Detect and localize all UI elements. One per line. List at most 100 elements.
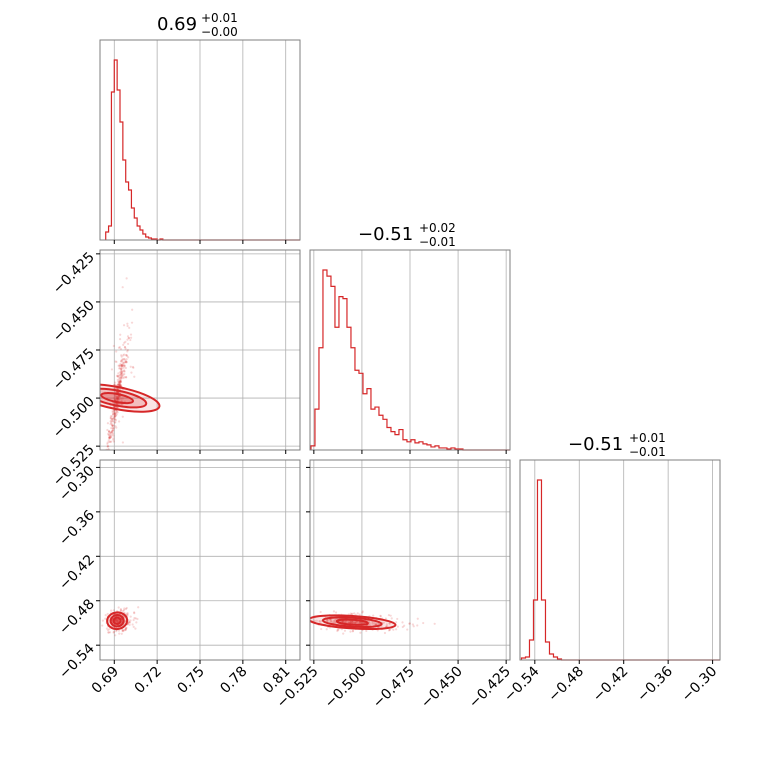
- sample-point: [121, 372, 124, 375]
- sample-point: [109, 416, 112, 420]
- sample-point: [344, 620, 348, 623]
- sample-point: [119, 372, 123, 375]
- sample-point: [403, 624, 406, 627]
- sample-point: [351, 621, 354, 624]
- sample-point: [128, 623, 131, 626]
- sample-point: [349, 621, 353, 624]
- sample-point: [111, 424, 114, 427]
- sample-point: [116, 397, 119, 400]
- x-tick-label: −0.475: [370, 664, 418, 712]
- sample-point: [356, 622, 359, 625]
- sample-point: [120, 365, 124, 368]
- sample-point: [128, 620, 131, 623]
- sample-point: [388, 628, 391, 631]
- title-0-minus: −0.00: [201, 25, 238, 39]
- sample-point: [129, 365, 132, 368]
- sample-point: [353, 621, 356, 624]
- sample-point: [132, 625, 135, 628]
- sample-point: [120, 375, 123, 378]
- sample-point: [117, 606, 120, 609]
- sample-point: [121, 358, 125, 361]
- sample-point: [109, 440, 112, 443]
- sample-point: [113, 396, 116, 400]
- sample-point: [104, 469, 106, 471]
- sample-point: [105, 456, 107, 458]
- sample-point: [126, 354, 129, 358]
- sample-point: [108, 434, 111, 437]
- sample-point: [313, 620, 317, 623]
- sample-point: [123, 346, 127, 349]
- sample-point: [422, 621, 425, 625]
- sample-point: [378, 622, 381, 625]
- sample-point: [383, 631, 387, 635]
- sample-point: [122, 370, 125, 373]
- sample-point: [342, 632, 345, 635]
- sample-point: [117, 372, 120, 375]
- sample-point: [116, 620, 119, 623]
- sample-point: [109, 415, 112, 418]
- sample-point: [122, 376, 125, 380]
- title-2-plus: +0.01: [629, 431, 666, 445]
- sample-point: [115, 410, 118, 413]
- sample-point: [115, 619, 118, 622]
- sample-point: [126, 342, 130, 346]
- sample-point: [119, 397, 123, 401]
- sample-point: [122, 361, 125, 365]
- sample-point: [117, 395, 120, 398]
- sample-point: [118, 382, 121, 385]
- sample-point: [320, 627, 323, 631]
- sample-point: [114, 619, 117, 622]
- sample-point: [114, 413, 117, 416]
- sample-point: [387, 613, 390, 617]
- sample-point: [126, 611, 129, 615]
- sample-point: [117, 396, 120, 400]
- sample-point: [122, 608, 126, 612]
- sample-point: [125, 360, 128, 364]
- sample-point: [119, 381, 122, 384]
- x-tick-label: −0.48: [545, 664, 587, 706]
- sample-point: [319, 610, 322, 614]
- sample-point: [119, 384, 122, 387]
- sample-point: [328, 618, 332, 621]
- sample-point: [326, 619, 329, 622]
- sample-point: [113, 416, 116, 419]
- sample-point: [396, 617, 399, 621]
- sample-point: [126, 613, 129, 616]
- sample-point: [111, 417, 114, 420]
- sample-point: [116, 619, 119, 622]
- sample-point: [121, 359, 124, 362]
- sample-point: [385, 624, 388, 628]
- sample-point: [119, 380, 123, 384]
- sample-point: [110, 430, 113, 434]
- sample-point: [119, 380, 122, 383]
- sample-point: [396, 625, 399, 628]
- panel-2d-2-1: −0.525 −0.500 −0.475 −0.450 −0.425: [274, 459, 514, 712]
- sample-point: [329, 619, 332, 623]
- sample-point: [129, 619, 132, 622]
- sample-point: [108, 436, 111, 439]
- sample-point: [119, 384, 122, 387]
- sample-point: [116, 374, 119, 377]
- sample-point: [349, 621, 352, 624]
- sample-point: [109, 434, 112, 437]
- sample-point: [123, 346, 127, 349]
- sample-point: [368, 622, 371, 625]
- sample-point: [114, 360, 117, 363]
- sample-point: [127, 337, 130, 340]
- sample-point: [104, 617, 107, 620]
- sample-point: [118, 379, 121, 382]
- sample-point: [109, 423, 112, 426]
- sample-point: [110, 609, 113, 612]
- sample-point: [119, 607, 122, 611]
- sample-point: [113, 421, 116, 424]
- sample-point: [108, 440, 111, 444]
- sample-point: [379, 615, 382, 618]
- sample-point: [104, 614, 107, 617]
- y-tick-label: −0.48: [56, 596, 98, 638]
- y-tick-label: −0.450: [50, 297, 98, 345]
- sample-point: [117, 398, 121, 401]
- sample-point: [111, 413, 115, 416]
- sample-point: [112, 424, 115, 427]
- sample-point: [112, 428, 115, 432]
- sample-point: [382, 621, 386, 624]
